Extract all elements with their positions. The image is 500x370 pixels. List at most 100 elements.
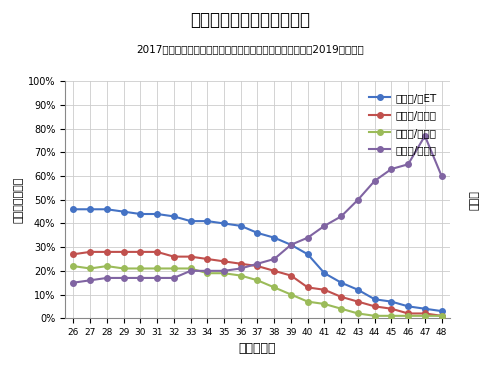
Text: 体外受精・顕微授精の成績: 体外受精・顕微授精の成績 <box>190 11 310 29</box>
生産率/総治療 <box>288 292 294 297</box>
生産率/総治療 <box>154 266 160 271</box>
生産率/総治療 <box>120 266 126 271</box>
妊娠率/総ET <box>221 221 227 226</box>
流産率/総妊娠 <box>104 276 110 280</box>
妊娠率/総ET <box>271 235 277 240</box>
生産率/総治療 <box>355 311 361 316</box>
妊娠率/総治療 <box>154 250 160 254</box>
生産率/総治療 <box>238 273 244 278</box>
妊娠率/総治療 <box>355 299 361 304</box>
生産率/総治療 <box>438 314 444 318</box>
妊娠率/総治療 <box>221 259 227 263</box>
妊娠率/総ET <box>322 271 328 275</box>
流産率/総妊娠 <box>70 280 76 285</box>
妊娠率/総治療 <box>372 304 378 309</box>
流産率/総妊娠 <box>438 174 444 178</box>
流産率/総妊娠 <box>355 198 361 202</box>
生産率/総治療 <box>304 299 310 304</box>
妊娠率/総治療 <box>138 250 143 254</box>
生産率/総治療 <box>271 285 277 290</box>
流産率/総妊娠 <box>188 269 194 273</box>
妊娠率/総ET <box>154 212 160 216</box>
妊娠率/総治療 <box>204 257 210 261</box>
流産率/総妊娠 <box>338 214 344 219</box>
妊娠率/総治療 <box>322 287 328 292</box>
妊娠率/総治療 <box>120 250 126 254</box>
Y-axis label: 妊娠率・生産率: 妊娠率・生産率 <box>14 176 24 223</box>
妊娠率/総ET <box>288 243 294 247</box>
妊娠率/総治療 <box>238 262 244 266</box>
妊娠率/総治療 <box>254 264 260 268</box>
生産率/総治療 <box>204 271 210 275</box>
生産率/総治療 <box>188 266 194 271</box>
妊娠率/総治療 <box>405 311 411 316</box>
流産率/総妊娠 <box>138 276 143 280</box>
妊娠率/総治療 <box>87 250 93 254</box>
生産率/総治療 <box>87 266 93 271</box>
Line: 妊娠率/総治療: 妊娠率/総治療 <box>70 249 444 319</box>
生産率/総治療 <box>388 314 394 318</box>
妊娠率/総ET <box>204 219 210 223</box>
生産率/総治療 <box>221 271 227 275</box>
妊娠率/総治療 <box>188 255 194 259</box>
生産率/総治療 <box>104 264 110 268</box>
流産率/総妊娠 <box>322 223 328 228</box>
生産率/総治療 <box>254 278 260 283</box>
妊娠率/総治療 <box>388 306 394 311</box>
流産率/総妊娠 <box>87 278 93 283</box>
妊娠率/総ET <box>171 214 177 219</box>
妊娠率/総ET <box>372 297 378 302</box>
流産率/総妊娠 <box>372 179 378 183</box>
妊娠率/総ET <box>87 207 93 212</box>
流産率/総妊娠 <box>171 276 177 280</box>
生産率/総治療 <box>171 266 177 271</box>
妊娠率/総ET <box>388 299 394 304</box>
流産率/総妊娠 <box>271 257 277 261</box>
妊娠率/総ET <box>422 306 428 311</box>
流産率/総妊娠 <box>422 134 428 138</box>
妊娠率/総ET <box>188 219 194 223</box>
妊娠率/総ET <box>355 287 361 292</box>
妊娠率/総ET <box>338 280 344 285</box>
生産率/総治療 <box>70 264 76 268</box>
妊娠率/総ET <box>304 252 310 256</box>
生産率/総治療 <box>322 302 328 306</box>
妊娠率/総治療 <box>104 250 110 254</box>
Text: 流産率: 流産率 <box>469 190 479 210</box>
Legend: 妊娠率/総ET, 妊娠率/総治療, 生産率/総治療, 流産率/総妊娠: 妊娠率/総ET, 妊娠率/総治療, 生産率/総治療, 流産率/総妊娠 <box>366 89 441 159</box>
流産率/総妊娠 <box>254 262 260 266</box>
流産率/総妊娠 <box>120 276 126 280</box>
妊娠率/総治療 <box>338 295 344 299</box>
妊娠率/総治療 <box>422 311 428 316</box>
妊娠率/総治療 <box>288 273 294 278</box>
Text: 2017年実施分　日本全国の日本産科婦人科学会への報告（2019年報告）: 2017年実施分 日本全国の日本産科婦人科学会への報告（2019年報告） <box>136 44 364 54</box>
妊娠率/総治療 <box>304 285 310 290</box>
妊娠率/総治療 <box>271 269 277 273</box>
流産率/総妊娠 <box>288 243 294 247</box>
Line: 生産率/総治療: 生産率/総治療 <box>70 263 444 319</box>
流産率/総妊娠 <box>405 162 411 166</box>
生産率/総治療 <box>138 266 143 271</box>
生産率/総治療 <box>405 314 411 318</box>
流産率/総妊娠 <box>221 269 227 273</box>
妊娠率/総ET <box>238 223 244 228</box>
妊娠率/総ET <box>104 207 110 212</box>
妊娠率/総ET <box>138 212 143 216</box>
流産率/総妊娠 <box>388 167 394 171</box>
流産率/総妊娠 <box>238 266 244 271</box>
妊娠率/総ET <box>70 207 76 212</box>
妊娠率/総ET <box>120 209 126 214</box>
妊娠率/総ET <box>438 309 444 313</box>
X-axis label: 女性の年齢: 女性の年齢 <box>239 343 276 356</box>
Line: 妊娠率/総ET: 妊娠率/総ET <box>70 206 444 314</box>
生産率/総治療 <box>338 306 344 311</box>
妊娠率/総治療 <box>171 255 177 259</box>
妊娠率/総ET <box>405 304 411 309</box>
妊娠率/総治療 <box>70 252 76 256</box>
流産率/総妊娠 <box>304 235 310 240</box>
妊娠率/総治療 <box>438 314 444 318</box>
流産率/総妊娠 <box>204 269 210 273</box>
流産率/総妊娠 <box>154 276 160 280</box>
Line: 流産率/総妊娠: 流産率/総妊娠 <box>70 133 444 286</box>
生産率/総治療 <box>422 314 428 318</box>
